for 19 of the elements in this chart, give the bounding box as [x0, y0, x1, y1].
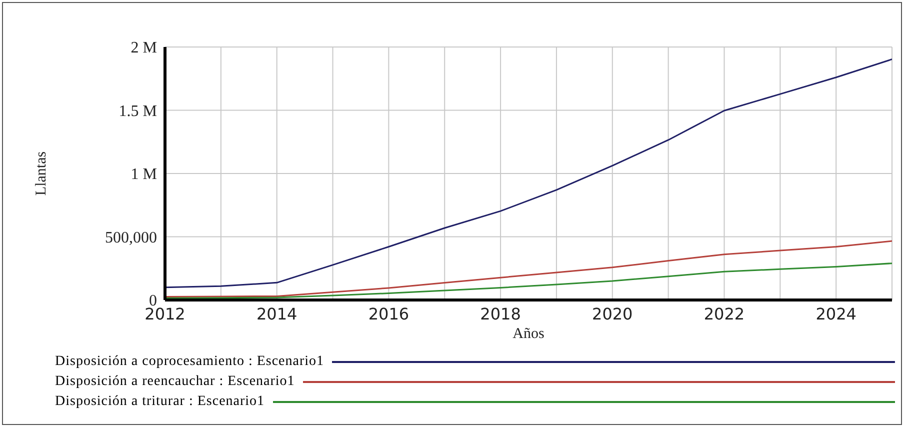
legend-label: Disposición a coprocesamiento : Escenario1: [55, 354, 324, 370]
legend-label: Disposición a reencauchar : Escenario1: [55, 374, 295, 390]
line-series: [165, 58, 892, 288]
x-tick-label: 2024: [816, 304, 856, 324]
x-tick-label: 2016: [368, 304, 410, 324]
y-tick-label: 1.5 M: [118, 102, 157, 120]
line-series: [165, 240, 892, 298]
x-axis-title: Años: [512, 326, 546, 343]
line-series: [165, 262, 892, 299]
x-tick-label: 2014: [256, 304, 298, 324]
y-tick-label: 2 M: [130, 40, 157, 57]
x-tick-label: 2018: [480, 304, 521, 324]
x-tick-label: 2022: [704, 304, 745, 324]
y-axis-title: Llantas: [33, 151, 50, 196]
legend-label: Disposición a triturar : Escenario1: [55, 394, 265, 410]
x-tick-label: 2012: [144, 304, 186, 324]
y-tick-label: 1 M: [130, 166, 157, 184]
y-tick-label: 500,000: [105, 229, 157, 246]
x-tick-label: 2020: [592, 304, 633, 324]
